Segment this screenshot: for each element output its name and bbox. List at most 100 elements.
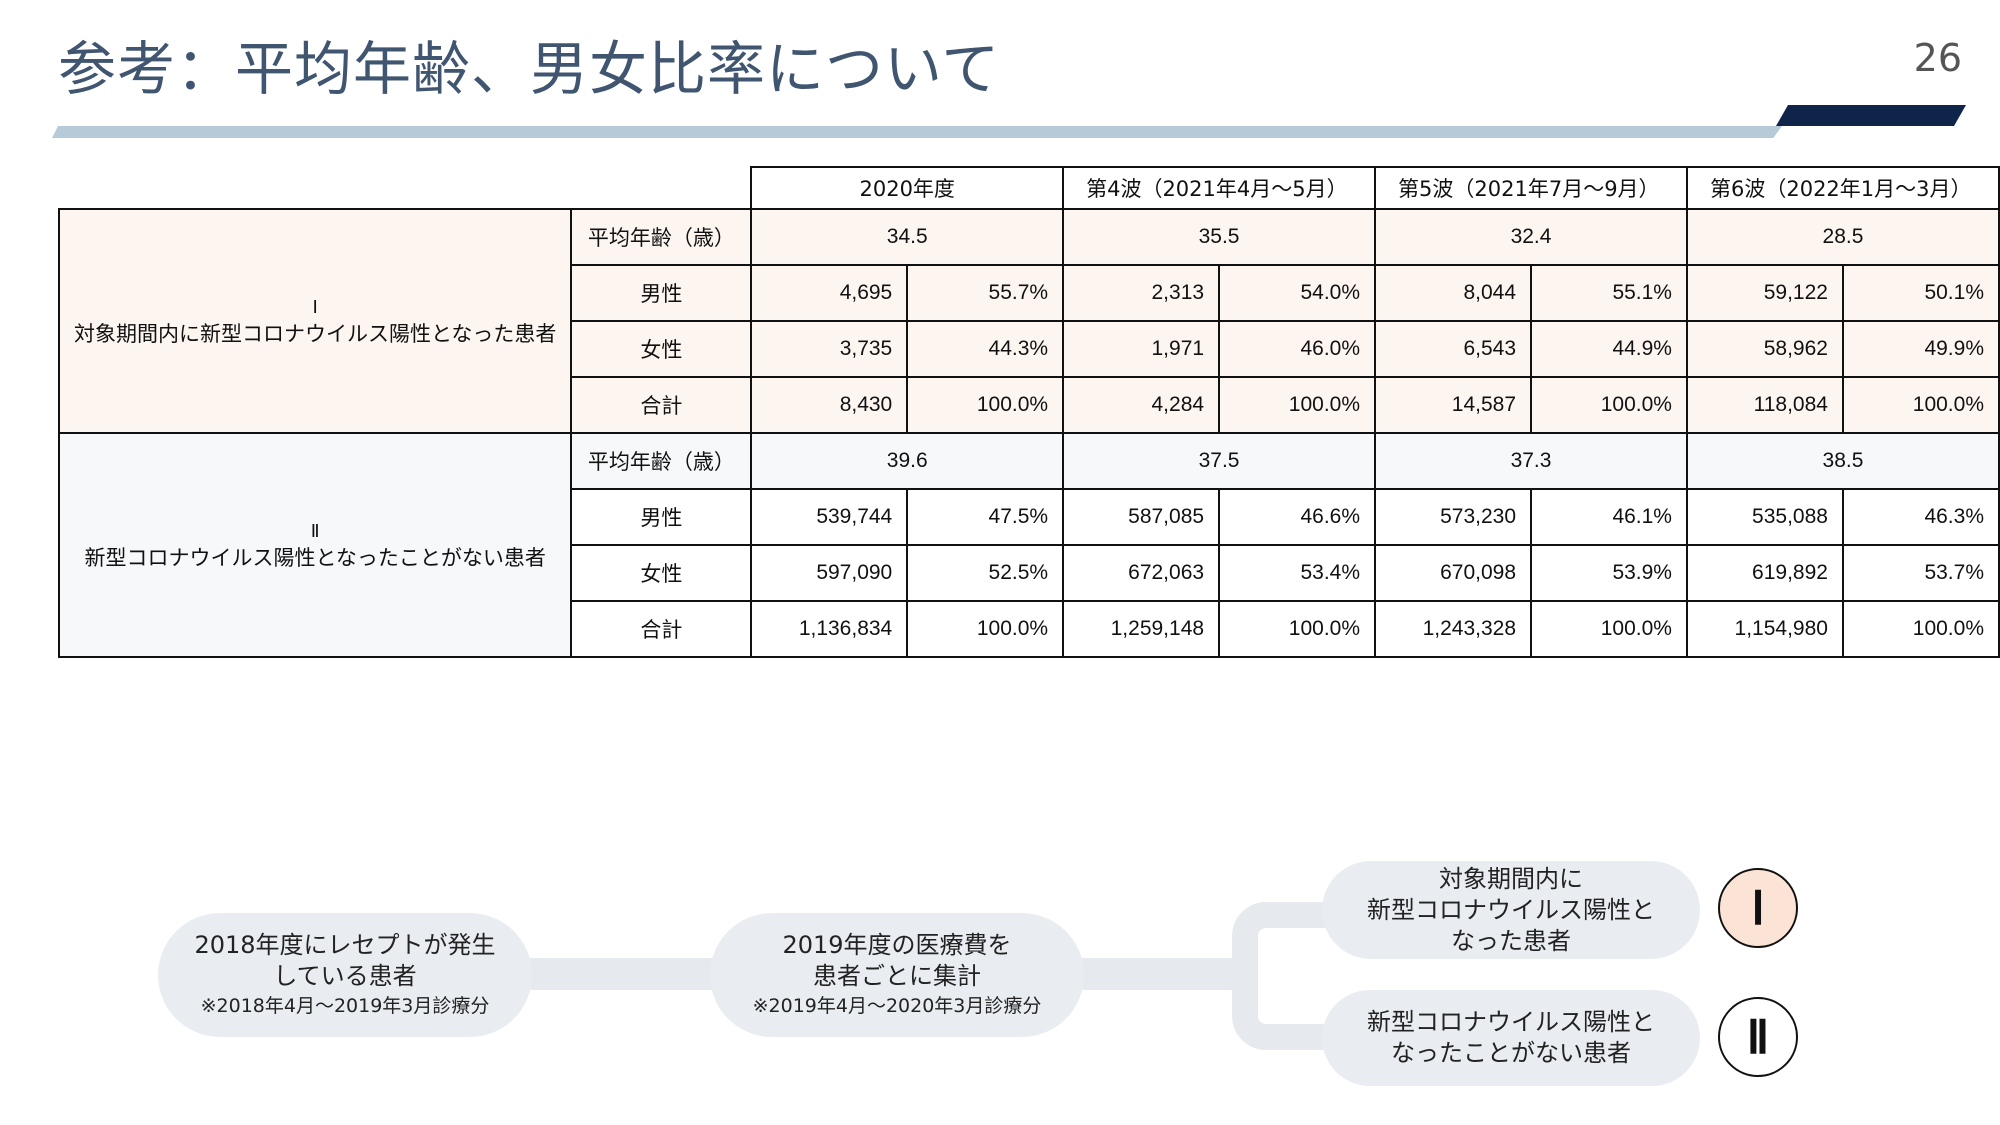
- row-label: 男性: [570, 488, 753, 546]
- flow-step-medical-cost: 2019年度の医療費を 患者ごとに集計 ※2019年4月～2020年3月診療分: [710, 913, 1084, 1037]
- group-label-cell: Ⅱ 新型コロナウイルス陽性となったことがない患者: [57, 432, 573, 658]
- count-cell: 573,230: [1374, 488, 1533, 546]
- group-roman: Ⅰ: [312, 297, 318, 317]
- group-label: 対象期間内に新型コロナウイルス陽性となった患者: [74, 322, 557, 346]
- period-header: 第4波（2021年4月～5月）: [1062, 166, 1377, 210]
- ratio-cell: 50.1%: [1841, 264, 2000, 322]
- statistics-table: 2020年度 第4波（2021年4月～5月） 第5波（2021年7月～9月） 第…: [57, 166, 2000, 658]
- flow-step-note: ※2019年4月～2020年3月診療分: [752, 995, 1042, 1017]
- flow-branch-positive: 対象期間内に 新型コロナウイルス陽性と なった患者: [1322, 861, 1700, 959]
- avg-age-cell: 37.5: [1062, 432, 1377, 490]
- ratio-cell: 53.4%: [1218, 544, 1377, 602]
- ratio-cell: 46.0%: [1218, 320, 1377, 378]
- flow-step-note: ※2018年4月～2019年3月診療分: [200, 995, 490, 1017]
- row-label: 平均年齢（歳）: [570, 208, 753, 266]
- count-cell: 1,259,148: [1062, 600, 1221, 658]
- page-number: 26: [1913, 36, 1962, 80]
- flow-step-line: 新型コロナウイルス陽性と: [1367, 895, 1655, 924]
- ratio-cell: 55.7%: [906, 264, 1065, 322]
- flow-step-line: 2018年度にレセプトが発生: [194, 931, 496, 959]
- count-cell: 58,962: [1685, 320, 1844, 378]
- header-rule: [52, 126, 1782, 138]
- count-cell: 1,154,980: [1685, 600, 1844, 658]
- ratio-cell: 46.6%: [1218, 488, 1377, 546]
- avg-age-cell: 38.5: [1685, 432, 2000, 490]
- group-label: 新型コロナウイルス陽性となったことがない患者: [84, 546, 546, 570]
- ratio-cell: 49.9%: [1841, 320, 2000, 378]
- count-cell: 1,971: [1062, 320, 1221, 378]
- count-cell: 670,098: [1374, 544, 1533, 602]
- period-header: 2020年度: [750, 166, 1065, 210]
- group-marker-1: Ⅰ: [1718, 868, 1798, 948]
- flow-step-line: なった患者: [1451, 926, 1571, 955]
- count-cell: 4,695: [750, 264, 909, 322]
- flow-step-line: 対象期間内に: [1439, 864, 1583, 893]
- table-row: 女性 3,735 44.3% 1,971 46.0% 6,543 44.9% 5…: [59, 320, 2000, 378]
- count-cell: 2,313: [1062, 264, 1221, 322]
- ratio-cell: 46.1%: [1530, 488, 1688, 546]
- ratio-cell: 100.0%: [1530, 376, 1688, 434]
- flow-step-line: している患者: [273, 962, 417, 990]
- table-row: Ⅰ 対象期間内に新型コロナウイルス陽性となった患者 平均年齢（歳） 34.5 3…: [57, 208, 2000, 434]
- row-label: 平均年齢（歳）: [570, 432, 753, 490]
- count-cell: 539,744: [750, 488, 909, 546]
- ratio-cell: 46.3%: [1841, 488, 2000, 546]
- ratio-cell: 52.5%: [906, 544, 1065, 602]
- count-cell: 672,063: [1062, 544, 1221, 602]
- count-cell: 8,044: [1374, 264, 1533, 322]
- group-roman: Ⅱ: [310, 521, 320, 541]
- slide-title: 参考：平均年齢、男女比率について: [58, 35, 1001, 103]
- ratio-cell: 100.0%: [906, 376, 1065, 434]
- avg-age-cell: 28.5: [1685, 208, 2000, 266]
- table-row: 男性 539,744 47.5% 587,085 46.6% 573,230 4…: [59, 488, 2000, 546]
- count-cell: 597,090: [750, 544, 909, 602]
- period-header: 第6波（2022年1月～3月）: [1685, 166, 2000, 210]
- row-label: 男性: [570, 264, 753, 322]
- flow-step-receipt: 2018年度にレセプトが発生 している患者 ※2018年4月～2019年3月診療…: [158, 913, 532, 1037]
- ratio-cell: 100.0%: [1841, 600, 2000, 658]
- count-cell: 3,735: [750, 320, 909, 378]
- header-accent-bar: [1776, 105, 1966, 126]
- group-label-cell: Ⅰ 対象期間内に新型コロナウイルス陽性となった患者: [57, 208, 573, 434]
- period-header-row: 2020年度 第4波（2021年4月～5月） 第5波（2021年7月～9月） 第…: [59, 166, 2000, 210]
- count-cell: 535,088: [1685, 488, 1844, 546]
- ratio-cell: 44.3%: [906, 320, 1065, 378]
- ratio-cell: 100.0%: [1841, 376, 2000, 434]
- count-cell: 14,587: [1374, 376, 1533, 434]
- count-cell: 1,243,328: [1374, 600, 1533, 658]
- count-cell: 1,136,834: [750, 600, 909, 658]
- avg-age-cell: 39.6: [750, 432, 1065, 490]
- group-marker-2: Ⅱ: [1718, 997, 1798, 1077]
- table-row: 合計 1,136,834 100.0% 1,259,148 100.0% 1,2…: [59, 600, 2000, 658]
- flow-step-line: 2019年度の医療費を: [782, 931, 1012, 959]
- table-row: 男性 4,695 55.7% 2,313 54.0% 8,044 55.1% 5…: [59, 264, 2000, 322]
- avg-age-cell: 32.4: [1374, 208, 1688, 266]
- row-label: 女性: [570, 544, 753, 602]
- ratio-cell: 53.9%: [1530, 544, 1688, 602]
- row-label: 合計: [570, 600, 753, 658]
- count-cell: 587,085: [1062, 488, 1221, 546]
- avg-age-cell: 35.5: [1062, 208, 1377, 266]
- flow-step-line: 患者ごとに集計: [813, 962, 981, 990]
- ratio-cell: 54.0%: [1218, 264, 1377, 322]
- count-cell: 6,543: [1374, 320, 1533, 378]
- table-row: 合計 8,430 100.0% 4,284 100.0% 14,587 100.…: [59, 376, 2000, 434]
- count-cell: 8,430: [750, 376, 909, 434]
- count-cell: 4,284: [1062, 376, 1221, 434]
- ratio-cell: 55.1%: [1530, 264, 1688, 322]
- ratio-cell: 100.0%: [1218, 376, 1377, 434]
- flow-step-line: 新型コロナウイルス陽性と: [1367, 1008, 1655, 1036]
- flow-step-line: なったことがない患者: [1391, 1039, 1631, 1067]
- row-label: 女性: [570, 320, 753, 378]
- ratio-cell: 47.5%: [906, 488, 1065, 546]
- flow-branch-negative: 新型コロナウイルス陽性と なったことがない患者: [1322, 990, 1700, 1086]
- ratio-cell: 44.9%: [1530, 320, 1688, 378]
- ratio-cell: 100.0%: [906, 600, 1065, 658]
- avg-age-cell: 37.3: [1374, 432, 1688, 490]
- period-header: 第5波（2021年7月～9月）: [1374, 166, 1688, 210]
- count-cell: 59,122: [1685, 264, 1844, 322]
- row-label: 合計: [570, 376, 753, 434]
- ratio-cell: 100.0%: [1218, 600, 1377, 658]
- count-cell: 619,892: [1685, 544, 1844, 602]
- ratio-cell: 53.7%: [1841, 544, 2000, 602]
